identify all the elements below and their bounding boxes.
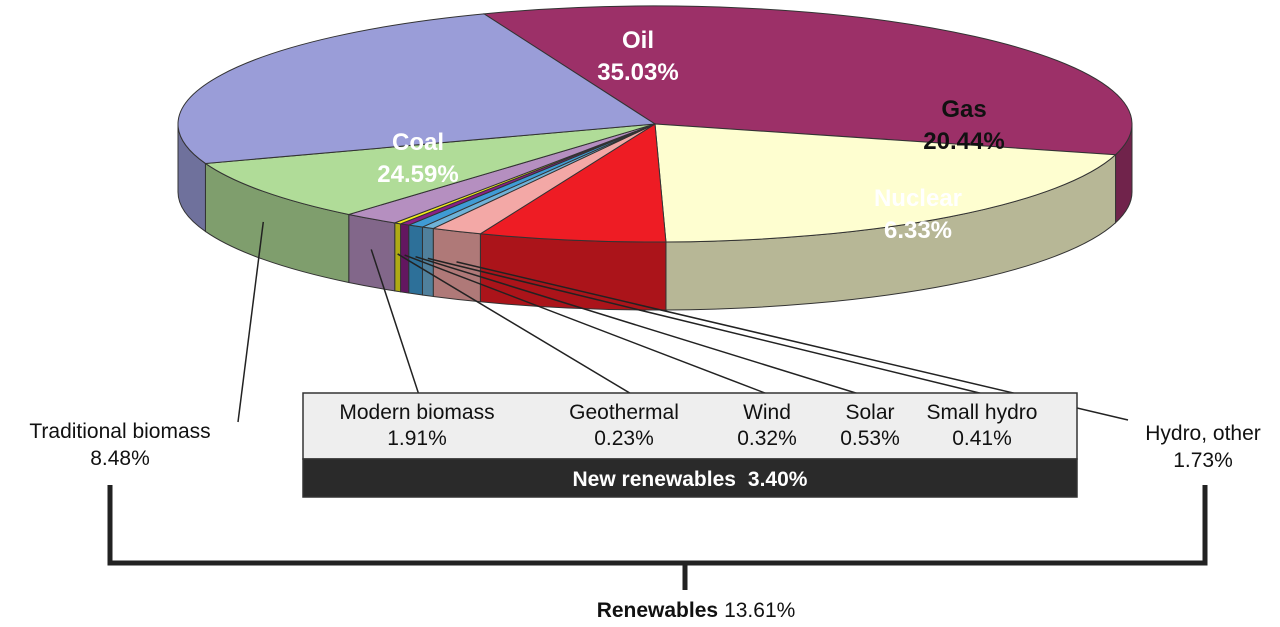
pie-side-nuclear xyxy=(479,233,667,311)
new-renewables-bar-label: New renewables 3.40% xyxy=(573,468,808,491)
pie-side-solar xyxy=(408,224,423,296)
box-solar-name: Solar xyxy=(845,401,894,424)
slice-label-gas-value: 20.44% xyxy=(923,128,1004,155)
slice-label-coal-value: 24.59% xyxy=(377,161,458,188)
slice-label-nuclear-name: Nuclear xyxy=(874,185,962,212)
leader-line-solar xyxy=(415,255,873,399)
box-small-hydro-value: 0.41% xyxy=(952,427,1012,450)
callout-traditional-biomass-value: 8.48% xyxy=(90,447,150,470)
new-renewables-box xyxy=(302,392,1078,460)
leader-line-geothermal xyxy=(397,253,639,399)
box-solar-value: 0.53% xyxy=(840,427,900,450)
pie-slice-traditional-biomass xyxy=(204,123,656,215)
pie-tops xyxy=(177,5,1133,243)
new-renewables-value: 3.40% xyxy=(748,468,808,491)
callout-traditional-biomass-name: Traditional biomass xyxy=(29,420,210,443)
new-renewables-bar xyxy=(302,458,1078,498)
leader-line-small-hydro xyxy=(427,257,1001,399)
box-modern-biomass-name: Modern biomass xyxy=(339,401,494,424)
callout-hydro-other-name: Hydro, other xyxy=(1145,422,1261,445)
slice-label-gas-name: Gas xyxy=(941,96,986,123)
box-geothermal-value: 0.23% xyxy=(594,427,654,450)
renewables-bracket xyxy=(107,485,1208,590)
box-geothermal-name: Geothermal xyxy=(569,401,679,424)
renewables-total-label: Renewables 13.61% xyxy=(597,599,796,622)
slice-label-coal-name: Coal xyxy=(392,129,444,156)
pie-slice-gas xyxy=(654,123,1117,243)
pie-side-geothermal xyxy=(394,222,402,293)
slice-label-nuclear-value: 6.33% xyxy=(884,217,952,244)
pie-slice-nuclear xyxy=(478,123,667,243)
box-wind-name: Wind xyxy=(743,401,791,424)
slice-label-oil-value: 35.03% xyxy=(597,59,678,86)
renewables-total-value: 13.61% xyxy=(724,599,795,622)
box-modern-biomass-value: 1.91% xyxy=(387,427,447,450)
pie-slice-coal xyxy=(177,13,657,164)
box-small-hydro-name: Small hydro xyxy=(927,401,1038,424)
leader-line-traditional-biomass xyxy=(237,221,265,423)
leader-line-modern-biomass xyxy=(370,249,421,399)
leader-line-wind xyxy=(404,254,779,399)
callout-hydro-other-value: 1.73% xyxy=(1173,449,1233,472)
pie-slice-oil xyxy=(482,5,1133,156)
box-wind-value: 0.32% xyxy=(737,427,797,450)
renewables-total-name: Renewables xyxy=(597,599,718,622)
new-renewables-label: New renewables xyxy=(573,468,736,491)
slice-label-oil-name: Oil xyxy=(622,27,654,54)
